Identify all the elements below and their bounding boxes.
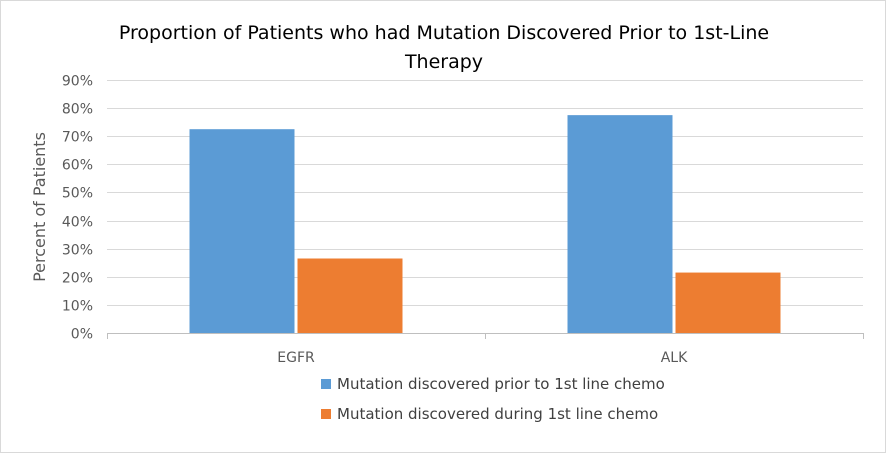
y-tick-label: 0% — [71, 327, 93, 343]
y-tick-label: 20% — [62, 271, 93, 287]
x-axis-ticks: EGFR ALK — [277, 350, 688, 366]
y-tick-label: 60% — [62, 158, 93, 174]
y-tick-label: 50% — [62, 186, 93, 202]
bar-egfr-series-2 — [297, 258, 403, 333]
y-axis-ticks: 0% 10% 20% 30% 40% 50% 60% 70% 80% 90% — [62, 74, 93, 343]
chart-title-line-2: Therapy — [404, 51, 483, 73]
x-tick-label: ALK — [661, 350, 688, 366]
legend-swatch — [321, 409, 331, 419]
legend-entry-label: Mutation discovered prior to 1st line ch… — [337, 375, 665, 393]
bars — [189, 115, 781, 333]
y-axis-label: Percent of Patients — [30, 132, 49, 282]
bar-alk-series-2 — [675, 272, 781, 333]
x-tick-label: EGFR — [277, 350, 315, 366]
legend-swatch — [321, 379, 331, 389]
y-tick-label: 10% — [62, 299, 93, 315]
chart-title: Proportion of Patients who had Mutation … — [119, 22, 769, 73]
bar-egfr-series-1 — [189, 129, 295, 333]
chart-title-line-1: Proportion of Patients who had Mutation … — [119, 22, 769, 44]
legend: Mutation discovered prior to 1st line ch… — [321, 375, 665, 423]
y-tick-label: 70% — [62, 130, 93, 146]
bar-alk-series-1 — [567, 115, 673, 333]
y-tick-label: 80% — [62, 102, 93, 118]
legend-entry-label: Mutation discovered during 1st line chem… — [337, 405, 658, 423]
y-tick-label: 40% — [62, 215, 93, 231]
y-tick-label: 30% — [62, 243, 93, 259]
y-tick-label: 90% — [62, 74, 93, 90]
